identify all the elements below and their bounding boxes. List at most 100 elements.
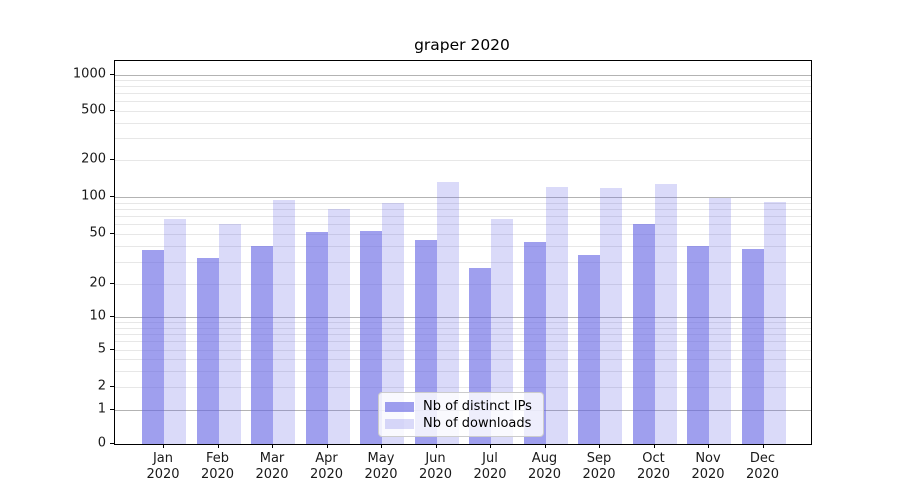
- x-tick-label-sep: Sep 2020: [569, 451, 629, 483]
- gridline-minor-5: [115, 350, 811, 351]
- bar-downloads-may: [382, 202, 404, 444]
- legend-item-distinct-ips: Nb of distinct IPs: [385, 398, 535, 415]
- y-tick-label-100: 100: [81, 188, 106, 204]
- gridline-minor-3: [115, 370, 811, 372]
- y-tick-mark: [110, 159, 114, 160]
- x-tick-mark: [217, 444, 219, 448]
- x-tick-mark: [381, 444, 382, 448]
- x-tick-year: 2020: [745, 467, 780, 482]
- bar-distinct-ips-sep: [578, 255, 600, 444]
- gridline-minor-800: [115, 86, 811, 88]
- y-tick-mark: [110, 349, 114, 350]
- x-tick-label-mar: Mar 2020: [242, 451, 302, 483]
- bar-distinct-ips-nov: [687, 246, 709, 444]
- gridline-major-10: [115, 317, 811, 318]
- gridline-minor-2: [115, 387, 811, 388]
- gridline-minor-500: [115, 111, 811, 112]
- gridline-minor-900: [115, 80, 811, 82]
- gridline-minor-50: [115, 234, 811, 235]
- gridline-minor-20: [115, 284, 811, 285]
- x-tick-label-apr: Apr 2020: [297, 451, 357, 483]
- x-tick-label-nov: Nov 2020: [678, 451, 738, 483]
- x-tick-year: 2020: [582, 467, 616, 482]
- y-tick-mark: [110, 73, 114, 75]
- y-tick-label-1000: 1000: [72, 66, 106, 81]
- gridline-minor-90: [115, 202, 811, 204]
- y-tick-mark: [110, 316, 114, 317]
- y-tick-mark: [110, 110, 114, 111]
- x-tick-mark: [708, 444, 709, 448]
- x-tick-mark: [435, 444, 437, 448]
- bar-downloads-aug: [545, 186, 568, 444]
- bar-distinct-ips-mar: [251, 246, 273, 444]
- gridline-minor-7: [115, 333, 811, 335]
- x-tick-year: 2020: [418, 467, 453, 482]
- gridline-minor-9: [115, 322, 811, 324]
- x-tick-mark: [653, 444, 655, 448]
- y-tick-label-0: 0: [97, 435, 106, 451]
- x-tick-label-feb: Feb 2020: [188, 451, 248, 483]
- x-tick-mark: [272, 444, 273, 448]
- y-tick-label-20: 20: [89, 275, 106, 291]
- legend-label-downloads: Nb of downloads: [423, 416, 532, 431]
- bar-downloads-jul: [491, 219, 513, 444]
- x-tick-year: 2020: [527, 467, 562, 482]
- legend: Nb of distinct IPs Nb of downloads: [378, 392, 544, 437]
- bar-downloads-oct: [654, 184, 677, 444]
- gridline-minor-60: [115, 224, 811, 226]
- x-tick-year: 2020: [364, 467, 398, 482]
- gridline-major-100: [115, 197, 811, 198]
- x-tick-year: 2020: [309, 467, 344, 482]
- x-tick-mark: [163, 444, 164, 448]
- x-tick-year: 2020: [691, 467, 725, 482]
- y-tick-mark: [110, 443, 114, 444]
- gridline-minor-4: [115, 359, 811, 360]
- bar-downloads-jun: [436, 182, 459, 444]
- bar-downloads-feb: [218, 224, 241, 444]
- gridline-minor-30: [115, 261, 811, 263]
- gridline-minor-300: [115, 138, 811, 140]
- x-tick-year: 2020: [255, 467, 289, 482]
- bar-downloads-nov: [709, 197, 731, 444]
- x-tick-label-may: May 2020: [351, 451, 411, 483]
- x-tick-label-jun: Jun 2020: [406, 451, 466, 483]
- y-tick-label-50: 50: [89, 225, 106, 241]
- x-tick-label-oct: Oct 2020: [624, 451, 684, 483]
- gridline-minor-700: [115, 93, 811, 95]
- x-tick-mark: [490, 444, 491, 448]
- x-tick-year: 2020: [473, 467, 507, 482]
- x-tick-mark: [762, 444, 764, 448]
- gridline-minor-80: [115, 208, 811, 210]
- x-tick-year: 2020: [636, 467, 671, 482]
- x-tick-label-jul: Jul 2020: [460, 451, 520, 483]
- bar-downloads-sep: [600, 187, 622, 444]
- gridline-minor-6: [115, 341, 811, 343]
- y-tick-label-500: 500: [81, 102, 106, 118]
- legend-label-distinct-ips: Nb of distinct IPs: [423, 399, 532, 414]
- chart-title: graper 2020: [414, 36, 510, 54]
- gridline-minor-8: [115, 327, 811, 329]
- x-tick-label-jan: Jan 2020: [133, 451, 193, 483]
- gridline-major-1000: [115, 74, 811, 76]
- x-tick-label-aug: Aug 2020: [515, 451, 575, 483]
- x-tick-label-dec: Dec 2020: [733, 451, 793, 483]
- gridline-minor-600: [115, 101, 811, 103]
- y-tick-label-1: 1: [97, 401, 106, 416]
- bar-distinct-ips-dec: [741, 248, 764, 444]
- y-tick-label-5: 5: [97, 341, 106, 357]
- legend-swatch-distinct-ips: [385, 401, 414, 412]
- y-tick-mark: [110, 408, 114, 410]
- y-tick-label-2: 2: [97, 378, 106, 394]
- bar-distinct-ips-apr: [305, 231, 328, 444]
- y-tick-mark: [110, 233, 114, 234]
- bar-distinct-ips-may: [360, 230, 382, 444]
- y-tick-label-10: 10: [89, 308, 106, 324]
- gridline-minor-400: [115, 122, 811, 124]
- legend-item-downloads: Nb of downloads: [385, 415, 535, 432]
- bar-distinct-ips-feb: [196, 258, 219, 444]
- y-tick-mark: [110, 283, 114, 284]
- x-tick-mark: [599, 444, 600, 448]
- y-tick-mark: [110, 386, 114, 387]
- x-tick-year: 2020: [146, 467, 180, 482]
